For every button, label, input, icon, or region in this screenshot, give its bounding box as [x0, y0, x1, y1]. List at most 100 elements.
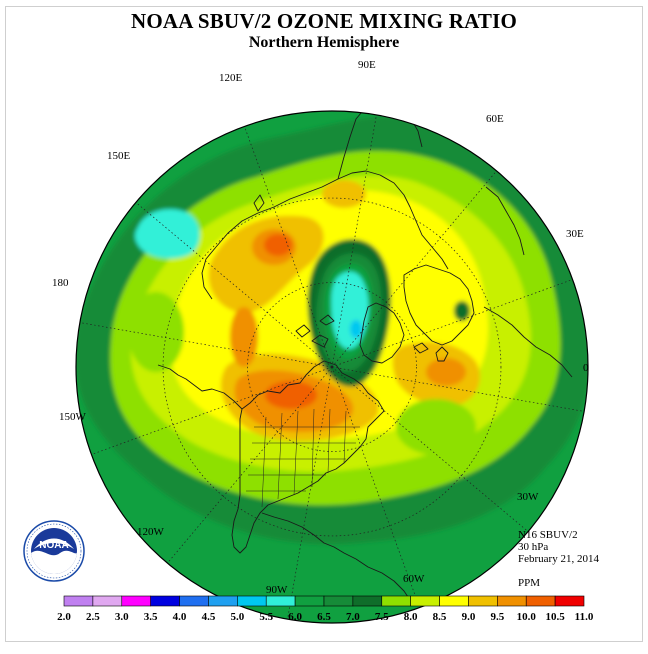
coast-greenland: [359, 302, 405, 364]
lon-label-30e: 30E: [566, 228, 584, 240]
coast-alaska: [157, 364, 243, 410]
colorbar-tick-label: 4.0: [173, 611, 187, 623]
colorbar-tick-label: 7.5: [375, 611, 389, 623]
coast-iceland: [413, 342, 429, 354]
ozone-field: [76, 111, 588, 623]
meridian-line: [135, 202, 333, 368]
units-label: PPM: [518, 577, 541, 589]
meridian-line: [287, 366, 333, 620]
coast-asia: [215, 170, 449, 270]
colorbar-swatch: [208, 595, 238, 607]
colorbar-tick-label: 2.5: [86, 611, 100, 623]
ozone-band-10.0-north: [264, 234, 292, 256]
lon-label-180: 180: [52, 277, 69, 289]
colorbar-swatch: [265, 595, 296, 607]
colorbar-tick-label: 5.0: [230, 611, 244, 623]
ozone-band-9.0-north2: [322, 180, 366, 208]
coast-british-isles: [435, 346, 449, 362]
coast-south-america: [355, 558, 413, 604]
ozone-band-10.0-south: [265, 381, 317, 409]
colorbar-tick-label: 2.0: [57, 611, 71, 623]
colorbar-tick-label: 11.0: [575, 611, 594, 623]
meridian-line: [79, 322, 333, 368]
colorbar-tick-label: 7.0: [346, 611, 360, 623]
lon-label-0: 0: [583, 362, 589, 374]
colorbar-tick-label: 3.0: [115, 611, 129, 623]
instrument-label: N16 SBUV/2: [518, 529, 578, 541]
latitude-circle: [247, 282, 417, 452]
colorbar-swatch: [525, 595, 556, 607]
ozone-band-9.5-mid: [230, 307, 258, 367]
meridian-line: [331, 366, 585, 412]
lon-label-120e: 120E: [219, 72, 243, 84]
colorbar-tick-label: 8.0: [404, 611, 418, 623]
colorbar-swatch: [381, 595, 411, 607]
colorbar-tick-label: 4.5: [202, 611, 216, 623]
colorbar-swatch: [497, 595, 527, 607]
noaa-logo-text: NOAA: [39, 540, 68, 551]
lon-label-150w: 150W: [59, 411, 87, 423]
polar-ozone-map: 90E 60E 30E 0 30W 60W 90W 120W 150W 180 …: [23, 59, 594, 624]
low-cell-7.0-east: [454, 301, 470, 321]
lon-label-150e: 150E: [107, 150, 131, 162]
map-subtitle: Northern Hemisphere: [248, 34, 400, 51]
lon-label-60w: 60W: [403, 573, 425, 585]
coast-africa: [483, 306, 573, 378]
coast-north-america: [231, 360, 385, 554]
colorbar: 2.0 2.5 3.0 3.5 4.0 4.5 5.0 5.5 6.0 6.5 7.0 7.5 8.0 8…: [57, 595, 594, 623]
colorbar-tick-label: 3.5: [144, 611, 158, 623]
map-title: NOAA SBUV/2 OZONE MIXING RATIO: [131, 9, 517, 33]
lon-label-90w: 90W: [266, 584, 288, 596]
low-cell-5.5: [135, 209, 200, 259]
lon-label-120w: 120W: [137, 526, 165, 538]
pressure-level: 30 hPa: [518, 541, 549, 553]
colorbar-tick-label: 9.5: [490, 611, 504, 623]
coast-central-america: [261, 512, 357, 560]
colorbar-tick-label: 8.5: [433, 611, 447, 623]
meridian-line: [331, 170, 497, 368]
colorbar-swatch: [150, 595, 180, 607]
meridian-line: [331, 114, 377, 368]
meridian-line: [167, 366, 333, 564]
ozone-band-7.5-west: [128, 292, 184, 372]
colorbar-tick-label: 5.5: [259, 611, 273, 623]
colorbar-swatch: [352, 595, 383, 607]
map-boundary: [75, 110, 589, 624]
colorbar-swatch: [439, 595, 469, 607]
colorbar-swatch: [294, 595, 325, 607]
lon-label-60e: 60E: [486, 113, 504, 125]
colorbar-tick-label: 6.0: [288, 611, 302, 623]
meridian-line: [331, 279, 573, 368]
ozone-map-panel: NOAA SBUV/2 OZONE MIXING RATIO Northern …: [5, 6, 643, 642]
colorbar-tick-label: 9.0: [462, 611, 476, 623]
coast-south-asia: [485, 186, 525, 256]
coast-arctic-islands: [295, 314, 335, 348]
coast-europe: [403, 264, 475, 346]
ozone-band-9.0-north: [208, 215, 324, 313]
vortex-core-5.0: [350, 320, 362, 338]
colorbar-swatch: [410, 595, 440, 607]
colorbar-tick-label: 10.5: [545, 611, 565, 623]
meridian-line: [244, 126, 333, 368]
colorbar-swatch: [92, 595, 123, 607]
colorbar-tick-label: 6.5: [317, 611, 331, 623]
date-label: February 21, 2014: [518, 553, 599, 565]
state-borders: [246, 408, 360, 508]
lon-label-90e: 90E: [358, 59, 376, 71]
colorbar-swatch: [179, 595, 209, 607]
ozone-band-9.5-east: [426, 358, 466, 386]
colorbar-swatch: [468, 595, 498, 607]
colorbar-tick-label: 10.0: [517, 611, 537, 623]
colorbar-swatch: [63, 595, 94, 607]
meridian-line: [331, 366, 529, 532]
lat-lon-grid: [79, 114, 585, 620]
colorbar-swatch: [554, 595, 585, 607]
meridian-line: [331, 366, 420, 608]
lon-label-30w: 30W: [517, 491, 539, 503]
longitude-labels: 90E 60E 30E 0 30W 60W 90W 120W 150W 180 …: [52, 59, 589, 596]
colorbar-swatch: [323, 595, 354, 607]
meridian-line: [91, 366, 333, 455]
noaa-logo: NOAA: [23, 520, 85, 582]
colorbar-swatch: [121, 595, 151, 607]
coast-east-asia: [201, 246, 217, 300]
